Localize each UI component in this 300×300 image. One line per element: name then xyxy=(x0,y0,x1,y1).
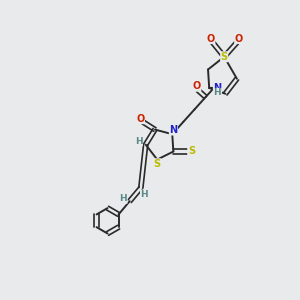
Text: O: O xyxy=(136,114,145,124)
Text: H: H xyxy=(140,190,148,199)
Text: S: S xyxy=(188,146,195,157)
Text: H: H xyxy=(119,194,127,203)
Text: H: H xyxy=(214,88,221,98)
Text: O: O xyxy=(193,81,201,91)
Text: S: S xyxy=(220,52,228,62)
Text: O: O xyxy=(235,34,243,44)
Text: N: N xyxy=(169,125,177,135)
Text: S: S xyxy=(154,159,161,169)
Text: N: N xyxy=(213,83,221,93)
Text: O: O xyxy=(207,34,215,44)
Text: H: H xyxy=(135,136,142,146)
